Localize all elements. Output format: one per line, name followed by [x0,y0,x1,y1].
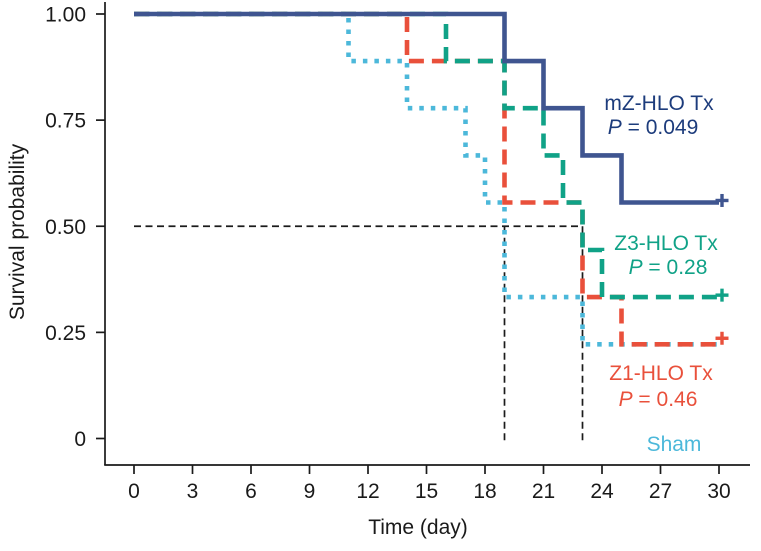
series-pvalue-z3-hlo-tx: P = 0.28 [629,256,708,279]
x-tick-label-24: 24 [590,480,614,503]
survival-curve-sham [134,11,719,347]
x-tick-label-0: 0 [128,480,140,503]
survival-curves-layer [134,11,719,347]
x-tick-label-27: 27 [649,480,672,503]
y-tick-label-1.00: 1.00 [45,4,86,27]
survival-curve-z3-hlo-tx [134,11,719,300]
x-tick-label-9: 9 [304,480,316,503]
x-tick-label-12: 12 [356,480,379,503]
ticks-layer: 1.00 0.75 0.50 0.25 0 0 3 6 9 12 15 18 21 24 27 30 [45,4,731,504]
survival-curve-z1-hlo-tx [134,11,719,347]
x-tick-label-3: 3 [187,480,199,503]
y-tick-label-0.75: 0.75 [45,110,86,133]
x-tick-label-6: 6 [245,480,257,503]
series-label-z1-hlo-tx: Z1-HLO Tx [609,362,713,385]
series-pvalue-z1-hlo-tx: P = 0.46 [619,388,698,411]
series-label-mz-hlo-tx: mZ-HLO Tx [604,92,714,115]
x-axis-title: Time (day) [368,516,468,539]
x-tick-label-18: 18 [473,480,496,503]
censor-marks-layer [715,193,729,345]
series-pvalue-mz-hlo-tx: P = 0.049 [608,116,699,139]
series-label-z3-hlo-tx: Z3-HLO Tx [614,232,718,255]
x-tick-label-15: 15 [415,480,438,503]
series-labels-layer: mZ-HLO TxP = 0.049 Z3-HLO TxP = 0.28 Z1-HL… [604,92,718,456]
x-tick-label-21: 21 [532,480,555,503]
y-tick-label-0: 0 [74,428,86,451]
series-label-sham: Sham [647,433,702,456]
survival-curve-mz-hlo-tx [134,11,719,205]
y-tick-label-0.50: 0.50 [45,216,86,239]
y-axis-title: Survival probability [6,143,29,320]
x-tick-label-30: 30 [707,480,730,503]
y-tick-label-0.25: 0.25 [45,322,86,345]
reference-lines-layer [134,225,584,444]
